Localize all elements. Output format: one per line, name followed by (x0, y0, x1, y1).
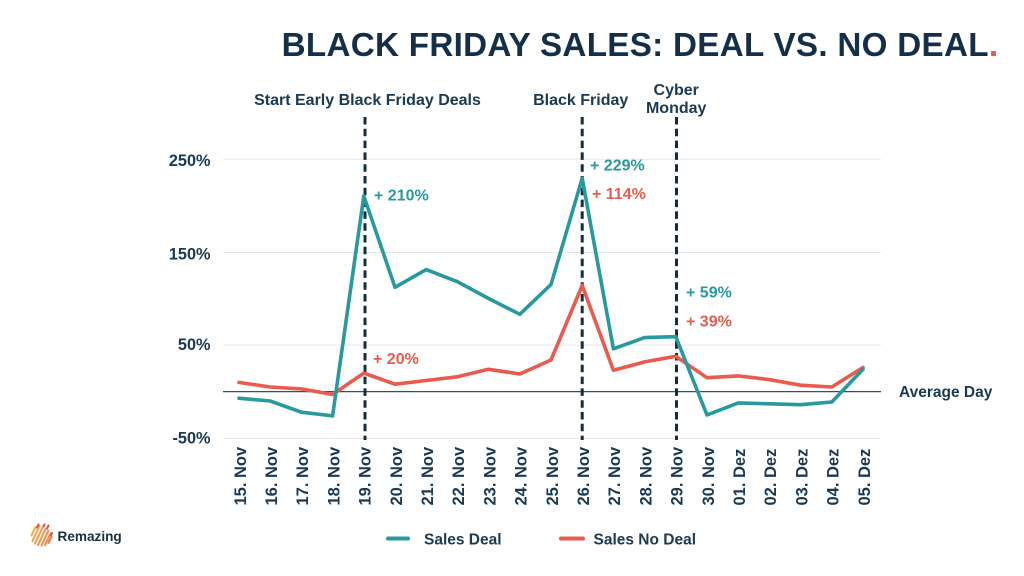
svg-text:50%: 50% (178, 336, 211, 354)
svg-text:05. Dez: 05. Dez (856, 449, 874, 506)
svg-text:BLACK FRIDAY SALES: DEAL VS. N: BLACK FRIDAY SALES: DEAL VS. NO DEAL. (282, 27, 999, 64)
svg-text:Sales No Deal: Sales No Deal (594, 532, 697, 549)
svg-text:+ 114%: + 114% (592, 186, 646, 203)
svg-text:27. Nov: 27. Nov (606, 446, 624, 506)
svg-text:28. Nov: 28. Nov (637, 446, 655, 506)
svg-text:+ 229%: + 229% (590, 158, 645, 175)
svg-text:22. Nov: 22. Nov (450, 446, 468, 506)
svg-text:25. Nov: 25. Nov (544, 446, 562, 506)
svg-text:04. Dez: 04. Dez (825, 449, 843, 506)
svg-text:19. Nov: 19. Nov (357, 446, 375, 506)
svg-text:02. Dez: 02. Dez (762, 449, 780, 506)
svg-text:21. Nov: 21. Nov (419, 446, 437, 506)
svg-text:+ 39%: + 39% (686, 314, 732, 331)
svg-text:18. Nov: 18. Nov (325, 446, 343, 506)
svg-text:+ 20%: + 20% (373, 351, 419, 368)
svg-text:23. Nov: 23. Nov (481, 446, 499, 506)
svg-text:20. Nov: 20. Nov (388, 446, 406, 506)
svg-text:Start Early Black Friday Deals: Start Early Black Friday Deals (254, 92, 481, 109)
svg-text:Cyber: Cyber (654, 82, 699, 99)
svg-text:Remazing: Remazing (58, 529, 122, 544)
svg-text:Average Day: Average Day (899, 384, 993, 401)
svg-text:Monday: Monday (646, 100, 707, 117)
svg-text:Black Friday: Black Friday (533, 92, 628, 109)
svg-text:30. Nov: 30. Nov (700, 446, 718, 506)
svg-text:150%: 150% (169, 245, 211, 263)
svg-text:03. Dez: 03. Dez (793, 449, 811, 506)
svg-text:15. Nov: 15. Nov (232, 446, 250, 506)
svg-text:250%: 250% (169, 152, 211, 170)
svg-text:01. Dez: 01. Dez (731, 449, 749, 506)
svg-text:+ 210%: + 210% (374, 188, 429, 205)
svg-text:24. Nov: 24. Nov (513, 446, 531, 506)
svg-text:+ 59%: + 59% (686, 285, 732, 302)
svg-text:29. Nov: 29. Nov (669, 446, 687, 506)
svg-text:16. Nov: 16. Nov (263, 446, 281, 506)
svg-text:26. Nov: 26. Nov (575, 446, 593, 506)
svg-text:-50%: -50% (172, 430, 211, 448)
svg-text:Sales Deal: Sales Deal (424, 532, 502, 549)
svg-text:17. Nov: 17. Nov (294, 446, 312, 506)
